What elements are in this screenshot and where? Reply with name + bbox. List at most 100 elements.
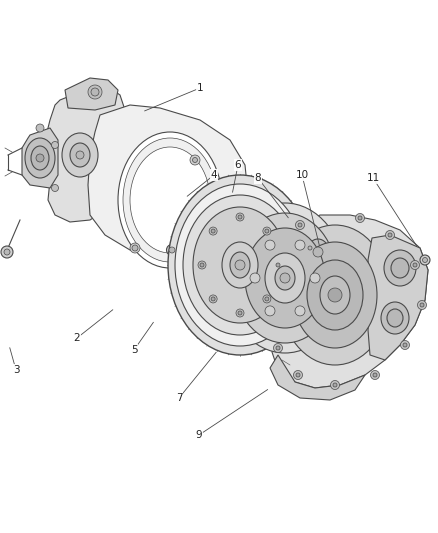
Ellipse shape <box>25 138 55 178</box>
Circle shape <box>91 88 99 96</box>
Text: 1: 1 <box>197 83 203 93</box>
Ellipse shape <box>225 203 345 353</box>
Circle shape <box>52 141 59 149</box>
Circle shape <box>400 341 410 350</box>
Ellipse shape <box>233 213 337 343</box>
Circle shape <box>273 343 283 352</box>
Text: 6: 6 <box>235 160 241 170</box>
Circle shape <box>76 151 84 159</box>
Ellipse shape <box>118 132 222 268</box>
Ellipse shape <box>123 138 217 262</box>
Text: 11: 11 <box>366 173 380 183</box>
Circle shape <box>209 227 217 235</box>
Circle shape <box>331 381 339 390</box>
Ellipse shape <box>193 207 287 323</box>
Polygon shape <box>272 215 428 388</box>
Circle shape <box>295 240 305 250</box>
Ellipse shape <box>168 175 312 355</box>
Ellipse shape <box>230 252 250 278</box>
Circle shape <box>358 216 362 220</box>
Circle shape <box>385 230 395 239</box>
Circle shape <box>388 233 392 237</box>
Circle shape <box>192 157 198 163</box>
Ellipse shape <box>275 266 295 290</box>
Text: 10: 10 <box>296 170 308 180</box>
Ellipse shape <box>222 242 258 288</box>
Ellipse shape <box>62 133 98 177</box>
Circle shape <box>130 243 140 253</box>
Polygon shape <box>65 78 118 110</box>
Ellipse shape <box>293 242 377 348</box>
Circle shape <box>52 184 59 191</box>
Circle shape <box>200 263 204 267</box>
Circle shape <box>265 306 275 316</box>
Circle shape <box>293 370 303 379</box>
Circle shape <box>250 273 260 283</box>
Ellipse shape <box>280 225 390 365</box>
Ellipse shape <box>320 276 350 314</box>
Ellipse shape <box>175 184 305 346</box>
Text: 2: 2 <box>74 333 80 343</box>
Ellipse shape <box>307 239 329 265</box>
Circle shape <box>169 247 175 253</box>
Circle shape <box>190 155 200 165</box>
Circle shape <box>36 154 44 162</box>
Circle shape <box>310 273 320 283</box>
Polygon shape <box>22 128 58 188</box>
Circle shape <box>88 85 102 99</box>
Circle shape <box>298 223 302 227</box>
Circle shape <box>265 297 269 301</box>
Circle shape <box>280 273 290 283</box>
Circle shape <box>328 288 342 302</box>
Ellipse shape <box>130 147 210 253</box>
Circle shape <box>308 246 312 250</box>
Text: 3: 3 <box>13 365 19 375</box>
Circle shape <box>274 261 282 269</box>
Ellipse shape <box>391 258 409 278</box>
Ellipse shape <box>183 195 297 335</box>
Circle shape <box>166 245 177 255</box>
Text: 8: 8 <box>254 173 261 183</box>
Circle shape <box>420 303 424 307</box>
Text: 9: 9 <box>196 430 202 440</box>
Ellipse shape <box>31 146 49 170</box>
Circle shape <box>265 229 269 233</box>
Circle shape <box>306 244 314 252</box>
Text: 5: 5 <box>131 345 137 355</box>
Circle shape <box>403 343 407 347</box>
Circle shape <box>132 245 138 251</box>
Ellipse shape <box>384 250 416 286</box>
Circle shape <box>333 383 337 387</box>
Circle shape <box>238 311 242 315</box>
Circle shape <box>423 257 427 262</box>
Circle shape <box>263 227 271 235</box>
Circle shape <box>410 261 420 270</box>
Circle shape <box>295 306 305 316</box>
Circle shape <box>265 240 275 250</box>
Circle shape <box>209 295 217 303</box>
Circle shape <box>36 124 44 132</box>
Circle shape <box>4 249 10 255</box>
Circle shape <box>296 221 304 230</box>
Circle shape <box>413 263 417 267</box>
Circle shape <box>211 229 215 233</box>
Circle shape <box>276 346 280 350</box>
Polygon shape <box>45 88 125 222</box>
Circle shape <box>417 301 427 310</box>
Circle shape <box>356 214 364 222</box>
Ellipse shape <box>265 253 305 303</box>
Ellipse shape <box>307 260 363 330</box>
Circle shape <box>235 260 245 270</box>
Circle shape <box>238 215 242 219</box>
Polygon shape <box>368 235 428 360</box>
Text: 7: 7 <box>176 393 182 403</box>
Circle shape <box>236 309 244 317</box>
Circle shape <box>211 297 215 301</box>
Text: 4: 4 <box>211 170 217 180</box>
Circle shape <box>276 263 280 267</box>
Circle shape <box>373 373 377 377</box>
Ellipse shape <box>300 232 336 272</box>
Polygon shape <box>270 355 365 400</box>
Circle shape <box>296 373 300 377</box>
Ellipse shape <box>387 309 403 327</box>
